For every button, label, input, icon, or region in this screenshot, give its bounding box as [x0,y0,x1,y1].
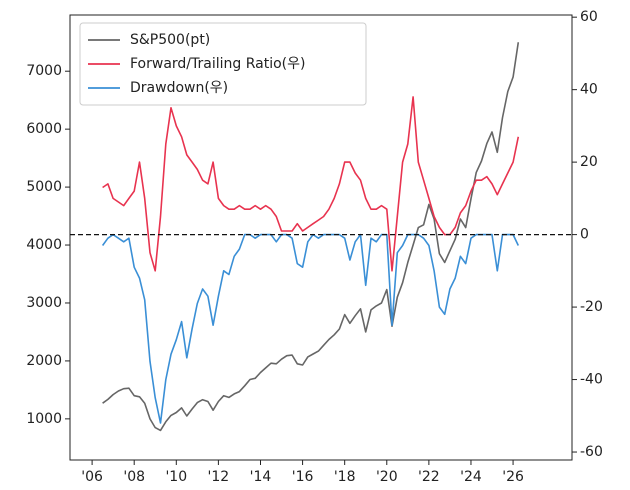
x-tick-label: '20 [376,469,398,485]
x-tick-label: '18 [334,469,356,485]
y-tick-label: 7000 [26,63,62,79]
y2-tick-label: -60 [580,444,603,460]
x-tick-label: '06 [81,469,103,485]
x-tick-label: '08 [123,469,145,485]
x-tick-label: '22 [418,469,440,485]
x-tick-label: '10 [165,469,187,485]
series-line [102,42,520,432]
y2-tick-label: 0 [580,227,589,243]
series-line [102,96,520,272]
x-tick-label: '24 [460,469,482,485]
legend: S&P500(pt) Forward/Trailing Ratio(우) Drawd… [79,22,367,106]
y2-tick-label: 20 [580,154,598,170]
x-tick-label: '26 [502,469,524,485]
y-tick-label: 5000 [26,179,62,195]
legend-label: S&P500(pt) [130,32,210,48]
y-tick-label: 6000 [26,121,62,137]
y-tick-label: 4000 [26,237,62,253]
y2-tick-label: 60 [580,9,598,25]
y-tick-label: 2000 [26,353,62,369]
legend-box [79,22,367,106]
y-tick-label: 1000 [26,411,62,427]
x-tick-label: '14 [250,469,272,485]
legend-label: Forward/Trailing Ratio(우) [130,56,305,72]
y2-tick-label: -20 [580,299,603,315]
plot-frame [69,14,573,461]
x-tick-label: '16 [292,469,314,485]
y-tick-label: 3000 [26,295,62,311]
series-line [101,233,520,424]
legend-label: Drawdown(우) [130,80,228,96]
x-tick-label: '12 [208,469,230,485]
y2-tick-label: -40 [580,372,603,388]
y2-tick-label: 40 [580,82,598,98]
